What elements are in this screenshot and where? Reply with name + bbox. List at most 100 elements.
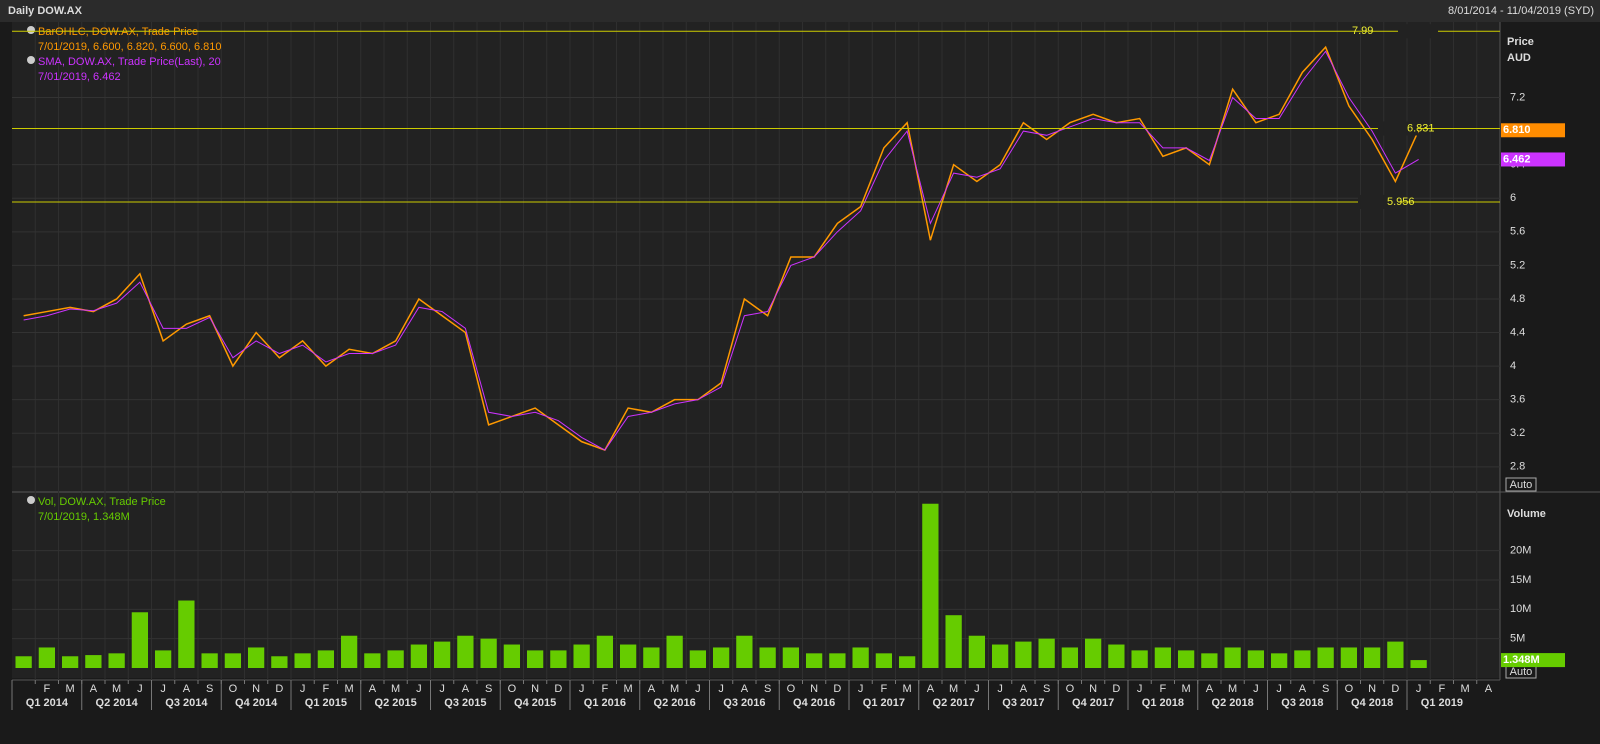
x-tick-label: J: [416, 683, 422, 695]
x-tick-label: D: [275, 683, 283, 695]
volume-bar: [1387, 641, 1404, 668]
volume-bar: [1015, 641, 1032, 668]
price-marker-label: 1.348M: [1503, 654, 1540, 666]
quarter-label: Q4 2014: [235, 697, 278, 709]
level-label: 7.99: [1352, 25, 1373, 37]
x-tick-label: J: [439, 683, 445, 695]
y-tick-label: 6: [1510, 192, 1516, 204]
volume-bar: [1177, 650, 1195, 668]
x-tick-label: A: [369, 683, 377, 695]
x-tick-label: F: [44, 683, 51, 695]
x-tick-label: J: [137, 683, 143, 695]
volume-bar: [224, 653, 242, 668]
volume-bar: [573, 644, 590, 668]
y-axis-label: Price: [1507, 36, 1534, 48]
legend-icon[interactable]: [27, 26, 35, 34]
volume-bar: [108, 653, 125, 668]
y-tick-label: 4.4: [1510, 326, 1525, 338]
y-axis-label: Volume: [1507, 508, 1546, 520]
x-tick-label: D: [554, 683, 562, 695]
x-tick-label: F: [881, 683, 888, 695]
quarter-label: Q1 2019: [1421, 697, 1463, 709]
x-tick-label: A: [741, 683, 749, 695]
quarter-label: Q4 2015: [514, 697, 556, 709]
volume-bar: [480, 638, 497, 668]
level-label: 5.956: [1387, 196, 1415, 208]
volume-bar: [1131, 650, 1148, 668]
x-tick-label: J: [718, 683, 724, 695]
volume-bar: [1247, 650, 1265, 668]
x-tick-label: D: [1391, 683, 1399, 695]
volume-bar: [968, 635, 986, 668]
level-label-bg: [1358, 194, 1398, 209]
volume-bar: [1270, 653, 1288, 668]
price-marker-label: 6.462: [1503, 153, 1531, 165]
quarter-label: Q2 2018: [1212, 697, 1254, 709]
volume-bar: [1294, 650, 1311, 668]
x-tick-label: J: [997, 683, 1003, 695]
volume-bar: [736, 635, 753, 668]
volume-bar: [1154, 647, 1172, 668]
y-tick-label: 4: [1510, 360, 1516, 372]
x-tick-label: F: [602, 683, 609, 695]
auto-button-label[interactable]: Auto: [1510, 666, 1533, 678]
volume-bar: [1410, 660, 1427, 668]
volume-bar: [1340, 647, 1358, 668]
x-tick-label: A: [1485, 683, 1493, 695]
x-tick-label: N: [252, 683, 260, 695]
x-tick-label: M: [345, 683, 354, 695]
volume-bar: [643, 647, 660, 668]
volume-bar: [526, 650, 544, 668]
legend-icon[interactable]: [27, 496, 35, 504]
x-tick-label: N: [810, 683, 818, 695]
x-tick-label: O: [229, 683, 238, 695]
quarter-label: Q4 2018: [1351, 697, 1393, 709]
volume-bar: [154, 650, 172, 668]
volume-bar: [61, 656, 79, 668]
price-marker-label: 6.810: [1503, 124, 1531, 136]
level-label-bg: [1378, 121, 1418, 136]
x-tick-label: J: [579, 683, 585, 695]
volume-bar: [852, 647, 869, 668]
volume-bar: [596, 635, 614, 668]
price-marker: [1501, 152, 1565, 167]
legend-entry: SMA, DOW.AX, Trade Price(Last), 20: [38, 56, 221, 68]
y-tick-label: 5.6: [1510, 226, 1525, 238]
volume-bar: [945, 615, 962, 668]
legend-detail: 7/01/2019, 6.462: [38, 71, 121, 83]
x-tick-label: S: [485, 683, 492, 695]
quarter-label: Q1 2018: [1142, 697, 1184, 709]
x-tick-label: A: [1020, 683, 1028, 695]
volume-bar: [271, 656, 288, 668]
x-tick-label: M: [112, 683, 121, 695]
x-tick-label: A: [1206, 683, 1214, 695]
y-tick-label: 4.8: [1510, 293, 1525, 305]
quarter-label: Q3 2016: [723, 697, 765, 709]
x-tick-label: A: [1299, 683, 1307, 695]
x-tick-label: J: [1276, 683, 1282, 695]
volume-bar: [433, 641, 451, 668]
legend-entry: Vol, DOW.AX, Trade Price: [38, 496, 166, 508]
x-tick-label: N: [1089, 683, 1097, 695]
volume-bar: [15, 656, 32, 668]
x-tick-label: M: [624, 683, 633, 695]
y-tick-label: 20M: [1510, 545, 1531, 557]
volume-bar: [503, 644, 521, 668]
volume-bar: [85, 655, 102, 668]
auto-button[interactable]: [1505, 477, 1537, 492]
y-tick-label: 5M: [1510, 633, 1525, 645]
x-tick-label: A: [183, 683, 191, 695]
quarter-label: Q3 2014: [165, 697, 208, 709]
x-tick-label: M: [391, 683, 400, 695]
x-tick-label: M: [66, 683, 75, 695]
volume-bar: [829, 653, 846, 668]
volume-bar: [1038, 638, 1055, 668]
volume-bar: [294, 653, 311, 668]
volume-bar: [1363, 647, 1381, 668]
x-tick-label: O: [1345, 683, 1354, 695]
legend-icon[interactable]: [27, 56, 35, 64]
auto-button-label[interactable]: Auto: [1510, 479, 1533, 491]
level-label-bg: [1398, 24, 1438, 39]
y-tick-label: 3.2: [1510, 427, 1525, 439]
x-tick-label: J: [858, 683, 864, 695]
